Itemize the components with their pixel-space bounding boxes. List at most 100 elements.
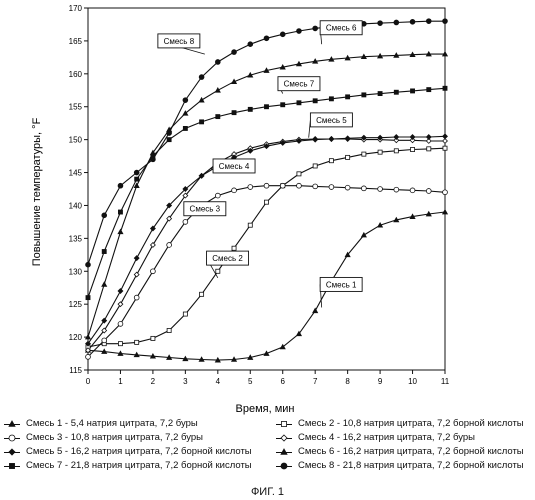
data-point: [361, 233, 366, 237]
data-point: [313, 308, 318, 312]
x-tick-label: 8: [345, 377, 350, 386]
legend-symbol: [276, 420, 292, 428]
data-point: [118, 289, 123, 294]
line-chart: 1151201251301351401451501551601651700123…: [0, 0, 535, 415]
data-point: [426, 189, 431, 194]
legend-symbol: [4, 434, 20, 442]
annotation-label: Смесь 7: [284, 80, 315, 89]
legend-item-8: Смесь 8 - 21,8 натрия цитрата, 7,2 борно…: [276, 460, 524, 471]
data-point: [362, 152, 366, 156]
data-point: [443, 190, 448, 195]
data-point: [410, 188, 415, 193]
data-point: [118, 322, 123, 327]
data-point: [151, 157, 156, 162]
legend-label: Смесь 6 - 16,2 натрия цитрата, 7,2 борно…: [298, 446, 524, 457]
y-tick-label: 115: [69, 366, 82, 375]
data-point: [264, 105, 268, 109]
data-point: [86, 296, 90, 300]
figure-caption: ФИГ. 1: [0, 486, 535, 498]
data-point: [329, 137, 334, 142]
data-point: [264, 200, 268, 204]
chart-annotations: Смесь 1Смесь 2Смесь 3Смесь 4Смесь 5Смесь…: [158, 21, 362, 308]
legend-label: Смесь 3 - 10,8 натрия цитрата, 7,2 буры: [26, 432, 203, 443]
data-point: [394, 149, 398, 153]
data-point: [118, 342, 122, 346]
chart-legend: Смесь 1 - 5,4 натрия цитрата, 7,2 буры См…: [4, 418, 534, 478]
data-point: [411, 147, 415, 151]
data-point: [411, 89, 415, 93]
data-point: [378, 92, 382, 96]
data-point: [313, 164, 317, 168]
series-markers-6: [86, 52, 448, 339]
y-tick-label: 135: [69, 234, 83, 243]
data-point: [183, 98, 188, 103]
data-point: [378, 21, 383, 26]
data-point: [134, 295, 139, 300]
data-point: [216, 269, 220, 273]
data-point: [200, 292, 204, 296]
legend-item-1: Смесь 1 - 5,4 натрия цитрата, 7,2 буры: [4, 418, 198, 429]
data-point: [102, 282, 107, 286]
y-tick-label: 155: [69, 103, 83, 112]
data-point: [362, 93, 366, 97]
data-point: [86, 262, 91, 267]
legend-item-3: Смесь 3 - 10,8 натрия цитрата, 7,2 буры: [4, 432, 203, 443]
series-markers-2: [86, 146, 447, 349]
series-markers-3: [86, 183, 448, 359]
data-point: [167, 243, 172, 248]
data-point: [280, 183, 285, 188]
x-tick-label: 7: [313, 377, 318, 386]
y-tick-label: 165: [69, 37, 83, 46]
annotation-label: Смесь 5: [316, 116, 347, 125]
series-markers-1: [86, 210, 448, 362]
data-point: [102, 249, 106, 253]
legend-marker: [9, 449, 15, 455]
data-point: [378, 187, 383, 192]
data-point: [329, 159, 333, 163]
legend-marker: [281, 435, 287, 441]
data-point: [264, 36, 269, 41]
x-tick-label: 1: [118, 377, 123, 386]
data-point: [135, 177, 139, 181]
series-markers-5: [86, 134, 448, 346]
data-point: [216, 115, 220, 119]
data-point: [183, 126, 187, 130]
data-point: [183, 312, 187, 316]
data-point: [248, 185, 253, 190]
x-tick-label: 11: [441, 377, 450, 386]
data-point: [426, 19, 431, 24]
x-tick-label: 2: [151, 377, 156, 386]
data-point: [313, 184, 318, 189]
data-point: [427, 88, 431, 92]
y-tick-label: 120: [69, 333, 83, 342]
data-point: [410, 19, 415, 24]
data-point: [297, 172, 301, 176]
y-tick-label: 170: [69, 4, 83, 13]
data-point: [264, 183, 269, 188]
legend-marker: [9, 435, 15, 441]
legend-label: Смесь 5 - 16,2 натрия цитрата, 7,2 борно…: [26, 446, 252, 457]
data-point: [378, 150, 382, 154]
data-point: [280, 32, 285, 37]
x-tick-label: 10: [408, 377, 417, 386]
data-point: [313, 99, 317, 103]
data-point: [443, 134, 448, 139]
data-point: [346, 95, 350, 99]
data-point: [443, 146, 447, 150]
legend-label: Смесь 4 - 16,2 натрия цитрата, 7,2 буры: [298, 432, 475, 443]
series-markers: [86, 19, 448, 362]
data-point: [151, 243, 156, 248]
data-point: [346, 155, 350, 159]
x-tick-label: 3: [183, 377, 188, 386]
x-tick-label: 6: [281, 377, 286, 386]
series-line-1: [88, 212, 445, 360]
data-point: [102, 213, 107, 218]
y-tick-label: 125: [69, 300, 83, 309]
data-point: [394, 187, 399, 192]
data-point: [427, 147, 431, 151]
legend-marker: [9, 463, 14, 468]
data-point: [86, 354, 91, 359]
data-point: [199, 98, 204, 102]
legend-item-7: Смесь 7 - 21,8 натрия цитрата, 7,2 борно…: [4, 460, 252, 471]
data-point: [248, 223, 252, 227]
